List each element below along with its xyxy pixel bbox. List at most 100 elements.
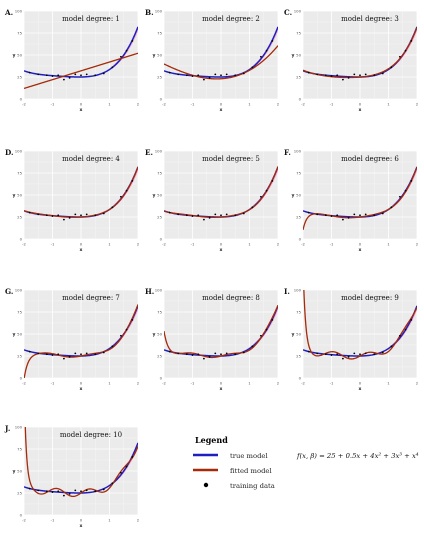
panel-label: B. bbox=[145, 8, 154, 17]
plot-area bbox=[164, 165, 278, 221]
y-tick-label: 25 bbox=[296, 74, 301, 79]
y-tick-label: 25 bbox=[157, 74, 162, 79]
y-tick-label: 25 bbox=[17, 353, 22, 358]
training-point bbox=[68, 76, 71, 79]
x-tick-label: 0 bbox=[359, 381, 362, 386]
training-point bbox=[242, 351, 245, 354]
y-tick-label: 50 bbox=[296, 331, 301, 336]
training-point bbox=[120, 471, 122, 474]
legend-training-data-swatch bbox=[203, 482, 209, 488]
training-point bbox=[203, 78, 205, 81]
x-tick-label: -2 bbox=[22, 381, 26, 386]
y-tick-label: 75 bbox=[17, 170, 22, 175]
training-point bbox=[251, 345, 254, 348]
training-point bbox=[131, 319, 134, 321]
y-tick-label: 75 bbox=[296, 170, 301, 175]
training-point bbox=[57, 490, 60, 493]
x-tick-label: -1 bbox=[51, 518, 55, 523]
x-tick-label: 1 bbox=[248, 381, 251, 386]
training-point bbox=[359, 214, 361, 217]
y-tick-label: 75 bbox=[296, 309, 301, 314]
training-point bbox=[271, 319, 274, 321]
y-tick-label: 75 bbox=[17, 446, 22, 451]
x-tick-label: 1 bbox=[108, 242, 111, 247]
training-point bbox=[94, 74, 97, 77]
training-point bbox=[214, 73, 217, 76]
panel-g: -2 -1 0 1 2 0 25 50 75 100 x y G. model degree: 7 bbox=[5, 287, 140, 392]
training-point bbox=[74, 213, 77, 216]
training-point bbox=[214, 352, 217, 355]
training-point bbox=[80, 353, 82, 356]
training-point bbox=[359, 353, 361, 356]
training-point bbox=[94, 353, 97, 356]
training-point bbox=[51, 75, 54, 78]
training-point bbox=[336, 353, 339, 356]
y-axis-label: y bbox=[13, 54, 16, 59]
y-axis-label: y bbox=[13, 194, 16, 199]
y-axis-label: y bbox=[292, 194, 295, 199]
training-point bbox=[37, 73, 40, 76]
y-axis-label: y bbox=[292, 54, 295, 59]
training-point bbox=[336, 214, 339, 217]
y-tick-label: 0 bbox=[160, 96, 163, 101]
y-tick-label: 100 bbox=[15, 148, 23, 153]
panel-title: model degree: 5 bbox=[202, 155, 260, 163]
training-point bbox=[410, 180, 413, 182]
training-point bbox=[404, 49, 407, 52]
x-tick-label: -1 bbox=[191, 381, 195, 386]
training-point bbox=[45, 353, 48, 356]
plot-area bbox=[164, 304, 278, 360]
y-tick-label: 50 bbox=[296, 192, 301, 197]
x-axis-label: x bbox=[80, 108, 83, 113]
x-tick-label: 2 bbox=[137, 518, 140, 523]
y-tick-label: 0 bbox=[20, 236, 23, 241]
training-point bbox=[342, 218, 344, 221]
training-point bbox=[242, 72, 245, 75]
training-point bbox=[197, 353, 200, 356]
y-tick-label: 100 bbox=[155, 148, 163, 153]
x-tick-label: -1 bbox=[51, 242, 55, 247]
training-point bbox=[120, 334, 122, 337]
training-point bbox=[373, 353, 376, 356]
training-point bbox=[63, 357, 65, 360]
plot-area bbox=[303, 25, 417, 81]
y-tick-label: 50 bbox=[17, 468, 22, 473]
x-tick-label: 2 bbox=[277, 381, 280, 386]
training-point bbox=[347, 355, 350, 358]
plot-area bbox=[24, 304, 138, 378]
training-point bbox=[125, 189, 128, 192]
training-point bbox=[225, 352, 228, 355]
training-point bbox=[51, 215, 54, 218]
true-model-line bbox=[164, 26, 278, 78]
training-point bbox=[45, 74, 48, 77]
y-tick-label: 0 bbox=[20, 512, 23, 517]
true-model-line bbox=[24, 26, 138, 78]
training-point bbox=[203, 357, 205, 360]
x-tick-label: -1 bbox=[330, 381, 334, 386]
legend-title: Legend bbox=[195, 435, 228, 445]
training-point bbox=[307, 211, 310, 214]
training-point bbox=[260, 55, 262, 58]
y-tick-label: 0 bbox=[160, 375, 163, 380]
training-point bbox=[168, 350, 171, 353]
y-tick-label: 75 bbox=[157, 30, 162, 35]
x-tick-label: -1 bbox=[330, 242, 334, 247]
training-point bbox=[111, 345, 114, 348]
training-point bbox=[80, 490, 82, 493]
training-point bbox=[353, 73, 356, 76]
x-tick-label: 1 bbox=[108, 102, 111, 107]
fitted-model-line bbox=[24, 304, 138, 378]
training-point bbox=[131, 456, 134, 458]
fitted-model-line bbox=[164, 45, 278, 80]
x-tick-label: -2 bbox=[22, 102, 26, 107]
training-point bbox=[177, 73, 180, 76]
training-point bbox=[185, 74, 188, 77]
x-tick-label: 0 bbox=[80, 518, 83, 523]
training-point bbox=[347, 216, 350, 219]
training-point bbox=[410, 40, 413, 42]
training-point bbox=[74, 352, 77, 355]
training-point bbox=[342, 78, 344, 81]
plot-area bbox=[24, 165, 138, 221]
panel-title: model degree: 3 bbox=[341, 15, 399, 23]
